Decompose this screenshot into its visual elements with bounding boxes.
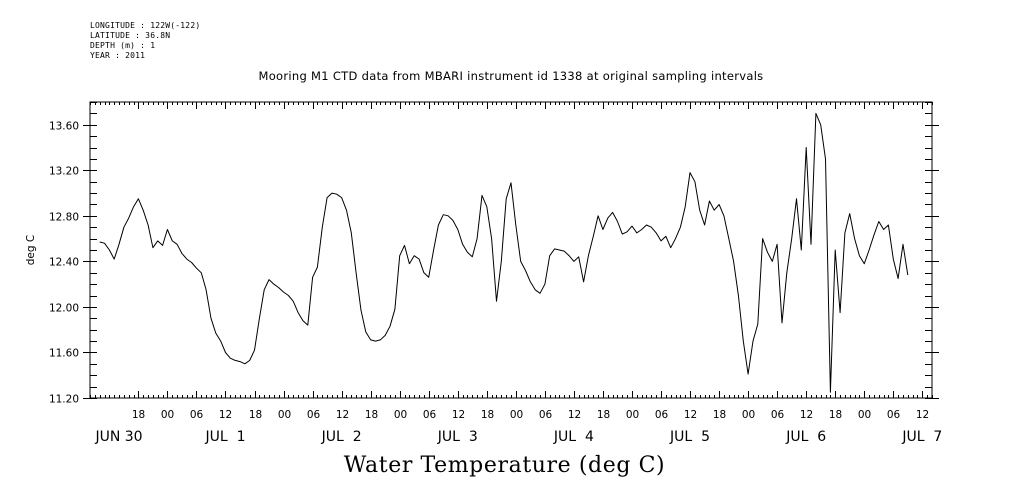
y-axis-title: deg C xyxy=(25,235,37,265)
x-tick-label: 06 xyxy=(423,409,437,421)
x-tick-label: 00 xyxy=(858,409,871,421)
x-tick-label: 06 xyxy=(539,409,553,421)
x-day-label: JUL 6 xyxy=(785,429,826,445)
x-day-label: JUL 2 xyxy=(321,429,362,445)
x-tick-label: 18 xyxy=(481,409,494,421)
x-day-label: JUL 5 xyxy=(669,429,710,445)
x-tick-label: 00 xyxy=(394,409,407,421)
x-tick-label: 00 xyxy=(278,409,291,421)
x-tick-label: 12 xyxy=(916,409,929,421)
x-tick-label: 18 xyxy=(597,409,610,421)
x-day-label: JUL 1 xyxy=(205,429,246,445)
y-tick-label: 12.40 xyxy=(49,257,79,269)
x-tick-label: 00 xyxy=(626,409,639,421)
x-day-label: JUL 4 xyxy=(553,429,594,445)
x-tick-label: 18 xyxy=(365,409,378,421)
temperature-series-line xyxy=(99,112,909,393)
x-tick-label: 12 xyxy=(219,409,232,421)
y-tick-label: 13.60 xyxy=(49,121,79,133)
x-tick-label: 18 xyxy=(132,409,145,421)
x-tick-label: 12 xyxy=(452,409,465,421)
y-tick-label: 11.60 xyxy=(49,348,79,360)
x-tick-label: 18 xyxy=(249,409,262,421)
metadata-block: LONGITUDE : 122W(-122) LATITUDE : 36.8N … xyxy=(90,21,200,61)
x-tick-label: 06 xyxy=(655,409,669,421)
x-tick-label: 12 xyxy=(568,409,581,421)
metadata-depth: DEPTH (m) : 1 xyxy=(90,41,156,50)
x-tick-label: 06 xyxy=(190,409,204,421)
y-tick-label: 11.20 xyxy=(49,394,79,406)
metadata-year: YEAR : 2011 xyxy=(90,51,146,60)
x-tick-label: 00 xyxy=(510,409,523,421)
y-tick-label: 12.80 xyxy=(49,212,79,224)
x-tick-label: 18 xyxy=(713,409,726,421)
x-tick-label: 12 xyxy=(684,409,697,421)
x-day-label: JUL 7 xyxy=(901,429,942,445)
x-tick-label: 06 xyxy=(887,409,901,421)
chart-title: Mooring M1 CTD data from MBARI instrumen… xyxy=(258,69,764,83)
y-tick-label: 13.20 xyxy=(49,166,79,178)
x-tick-label: 00 xyxy=(742,409,755,421)
x-tick-label: 12 xyxy=(800,409,813,421)
x-day-label: JUN 30 xyxy=(94,429,142,445)
x-tick-label: 06 xyxy=(771,409,785,421)
x-tick-label: 06 xyxy=(307,409,321,421)
metadata-longitude: LONGITUDE : 122W(-122) xyxy=(90,21,201,30)
x-day-label: JUL 3 xyxy=(437,429,478,445)
x-tick-label: 00 xyxy=(161,409,174,421)
x-tick-label: 12 xyxy=(336,409,349,421)
plot-frame xyxy=(89,101,933,399)
x-tick-label: 18 xyxy=(829,409,842,421)
metadata-latitude: LATITUDE : 36.8N xyxy=(90,31,171,40)
y-tick-label: 12.00 xyxy=(49,303,79,315)
x-axis-title: Water Temperature (deg C) xyxy=(343,453,666,478)
